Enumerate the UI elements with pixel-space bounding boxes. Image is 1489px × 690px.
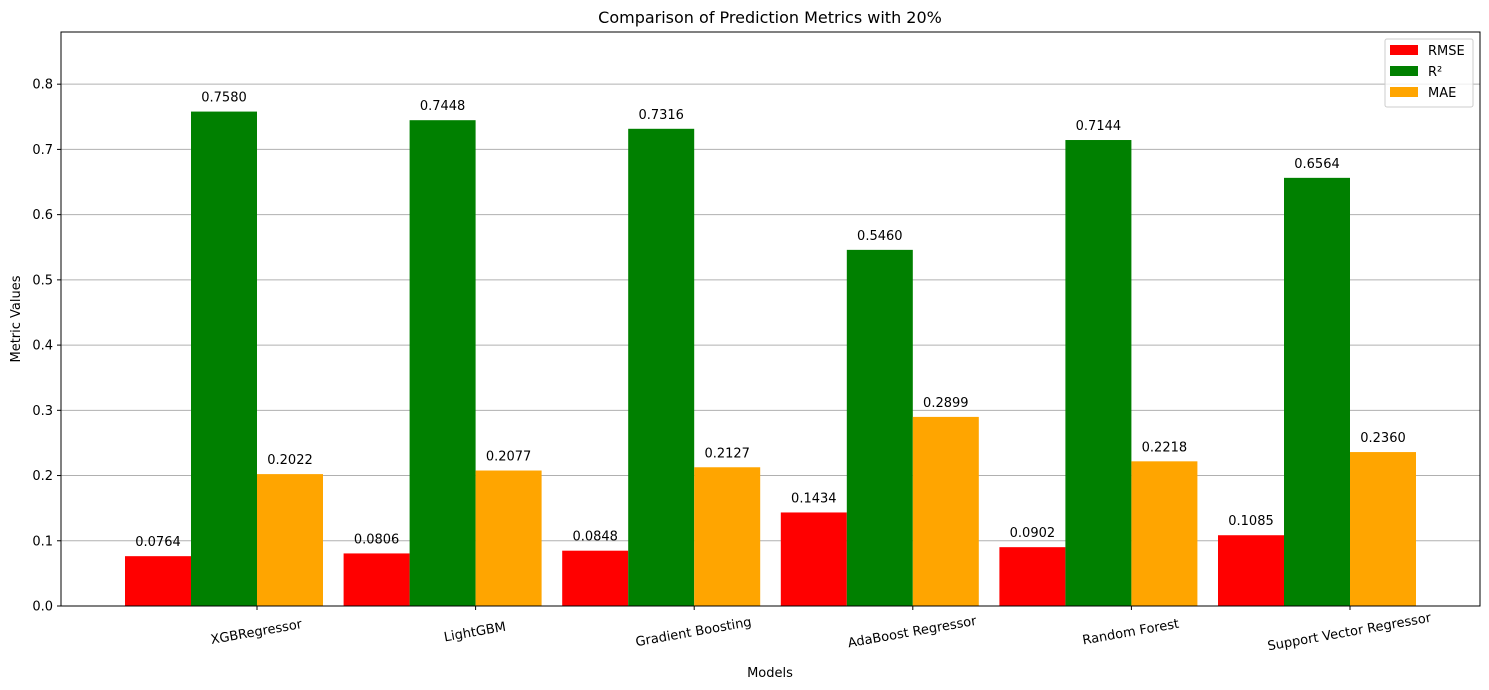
x-tick-label: Support Vector Regressor [1267, 611, 1433, 655]
bar-value-label: 0.2127 [704, 446, 750, 461]
x-tick-label: Random Forest [1081, 617, 1180, 649]
bar-value-label: 0.5460 [857, 229, 903, 244]
bar-rmse [999, 547, 1066, 606]
legend-label: RMSE [1428, 44, 1465, 59]
bar-rmse [125, 556, 191, 606]
y-axis-ticks: 0.0 0.1 0.2 0.3 0.4 0.5 0.6 0.7 0.8 [32, 78, 61, 615]
bar-value-label: 0.2218 [1142, 440, 1188, 455]
bar-value-label: 0.0764 [135, 535, 181, 550]
gridlines [61, 83, 1480, 542]
y-tick-label: 0.5 [32, 273, 53, 288]
x-axis-label: Models [747, 666, 793, 681]
bar-mae [912, 416, 979, 606]
bar-value-label: 0.7144 [1076, 119, 1122, 134]
bar-rmse [780, 512, 847, 606]
y-tick-label: 0.2 [32, 469, 53, 484]
bar-r [409, 120, 476, 607]
bar-value-label: 0.1085 [1228, 514, 1274, 529]
bars [125, 111, 1416, 607]
bar-r [1065, 140, 1132, 606]
bar-value-label: 0.2077 [486, 450, 532, 465]
bar-r [191, 111, 257, 606]
bar-mae [1131, 461, 1198, 606]
bar-value-label: 0.2360 [1360, 431, 1406, 446]
bar-value-label: 0.0806 [354, 532, 400, 547]
x-tick-label: XGBRegressor [210, 617, 304, 648]
bar-mae [475, 470, 542, 606]
bar-value-label: 0.6564 [1294, 157, 1340, 172]
bar-mae [694, 467, 761, 606]
legend-swatch [1390, 45, 1418, 55]
y-tick-label: 0.8 [32, 78, 53, 93]
bar-value-label: 0.2899 [923, 396, 969, 411]
legend-label: R² [1428, 65, 1442, 80]
bar-value-label: 0.0902 [1010, 526, 1056, 541]
legend-swatch [1390, 66, 1418, 76]
legend-swatch [1390, 87, 1418, 97]
bar-mae [257, 474, 323, 606]
y-tick-label: 0.0 [32, 600, 53, 615]
legend-label: MAE [1428, 86, 1456, 101]
bar-r [628, 128, 695, 606]
bar-rmse [562, 550, 629, 606]
y-tick-label: 0.3 [32, 404, 53, 419]
y-tick-label: 0.1 [32, 534, 53, 549]
plot-frame [60, 31, 1481, 607]
bar-value-label: 0.7580 [201, 91, 247, 106]
chart-title: Comparison of Prediction Metrics with 20… [598, 8, 942, 27]
y-axis-label: Metric Values [9, 275, 24, 362]
bar-value-label: 0.1434 [791, 491, 837, 506]
y-tick-label: 0.6 [32, 208, 53, 223]
value-labels: 0.0764 0.7580 0.2022 0.0806 0.7448 0.2077 0.08… [135, 91, 1406, 551]
bar-value-label: 0.7316 [638, 108, 684, 123]
x-tick-label: Gradient Boosting [634, 615, 752, 650]
bar-r [1284, 177, 1350, 606]
x-tick-label: AdaBoost Regressor [847, 614, 979, 652]
y-tick-label: 0.4 [32, 339, 53, 354]
x-axis-ticks: XGBRegressor LightGBM Gradient Boosting Ada… [210, 606, 1433, 654]
bar-value-label: 0.2022 [267, 453, 313, 468]
bar-value-label: 0.0848 [572, 530, 618, 545]
bar-value-label: 0.7448 [420, 99, 466, 114]
bar-mae [1350, 452, 1416, 606]
x-tick-label: LightGBM [443, 620, 507, 646]
y-tick-label: 0.7 [32, 143, 53, 158]
legend: RMSE R² MAE [1384, 38, 1474, 108]
bar-rmse [1218, 535, 1284, 606]
bar-rmse [343, 553, 410, 606]
bar-r [846, 249, 913, 607]
